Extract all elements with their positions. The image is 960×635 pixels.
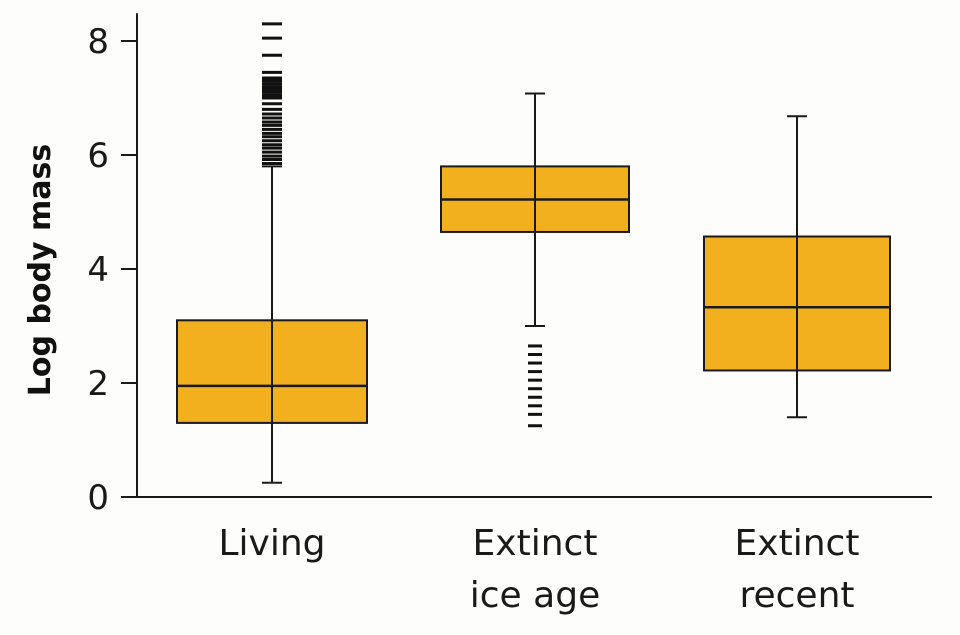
boxes-layer [176, 22, 891, 484]
labels-layer: 0 2 4 6 8 Log body mass Living Extinct ice age Ex… [23, 22, 859, 616]
y-tick-label: 0 [87, 478, 109, 518]
box-group [176, 22, 368, 484]
category-label: Living [218, 523, 325, 564]
category-label: Extinct [735, 523, 860, 564]
category-label: Extinct [473, 523, 598, 564]
box-group [703, 115, 891, 419]
box-group [440, 92, 630, 428]
y-tick-label: 8 [87, 22, 109, 62]
y-axis-title: Log body mass [23, 144, 58, 396]
axes-layer [121, 13, 932, 498]
category-label: ice age [470, 575, 600, 616]
y-tick-label: 4 [87, 250, 109, 290]
category-label: recent [739, 575, 854, 616]
y-tick-label: 2 [87, 364, 109, 404]
y-tick-label: 6 [87, 136, 109, 176]
